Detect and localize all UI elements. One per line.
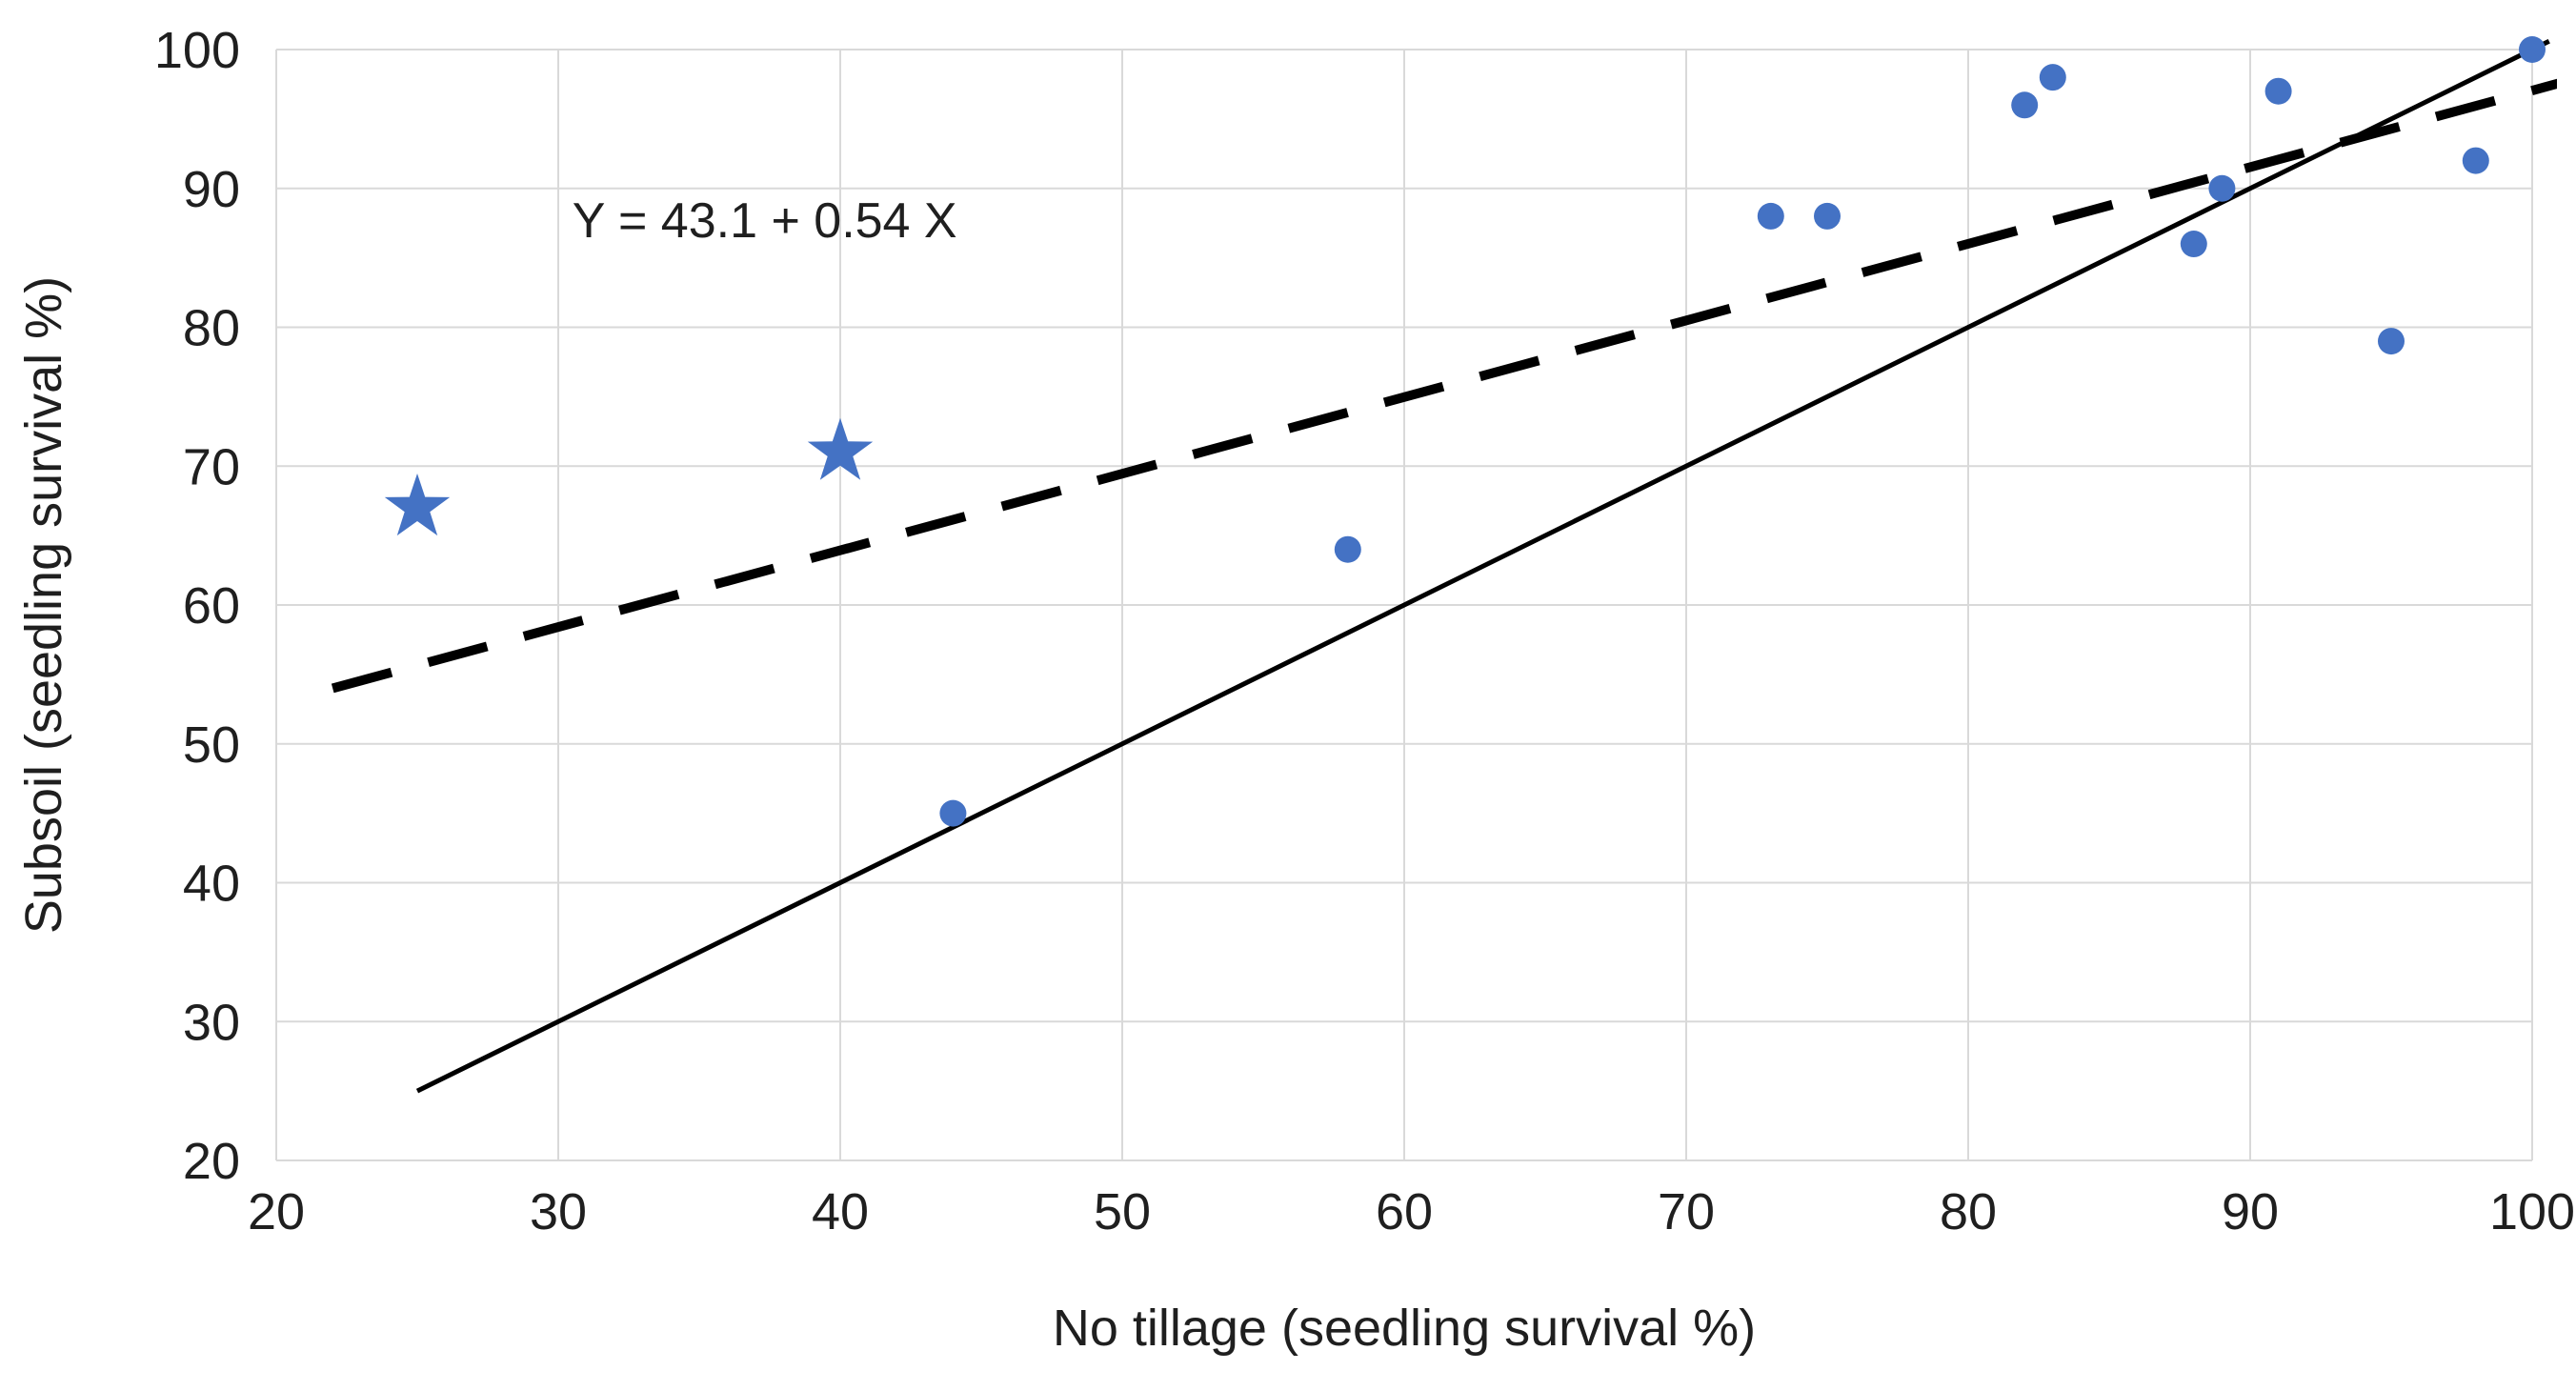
regression-equation-label: Y = 43.1 + 0.54 X: [573, 193, 957, 249]
data-points: [384, 36, 2546, 827]
x-tick-label: 80: [1940, 1183, 1997, 1240]
x-tick-label: 70: [1658, 1183, 1715, 1240]
y-axis-title: Subsoil (seedling survival %): [15, 276, 72, 934]
circle-marker: [1334, 535, 1361, 563]
x-tick-label: 20: [248, 1183, 305, 1240]
y-tick-label: 60: [183, 577, 240, 635]
circle-marker: [2011, 91, 2039, 119]
y-tick-label: 90: [183, 161, 240, 218]
circle-marker: [939, 799, 967, 827]
circle-marker: [2039, 64, 2066, 91]
circle-marker: [2264, 77, 2292, 105]
x-tick-label: 60: [1376, 1183, 1433, 1240]
x-tick-label: 100: [2489, 1183, 2575, 1240]
y-tick-label: 100: [154, 22, 240, 79]
x-tick-label: 30: [530, 1183, 587, 1240]
regression-line: [331, 78, 2557, 694]
y-tick-label: 50: [183, 716, 240, 774]
x-tick-label: 50: [1094, 1183, 1151, 1240]
star-marker: [807, 417, 874, 480]
x-tick-label: 90: [2222, 1183, 2279, 1240]
y-tick-label: 30: [183, 994, 240, 1051]
y-tick-label: 40: [183, 856, 240, 913]
star-marker: [384, 474, 451, 536]
y-tick-label: 80: [183, 300, 240, 357]
one-to-one-line: [415, 39, 2550, 1094]
tick-labels: 20 30 40 50 60 70 80 90 100 20 30 40 50 60 70 80 90 100: [154, 22, 2575, 1240]
circle-marker: [2208, 174, 2236, 202]
circle-marker: [1814, 202, 1841, 230]
circle-marker: [1757, 202, 1784, 230]
circle-marker: [2519, 36, 2546, 63]
y-tick-label: 20: [183, 1133, 240, 1190]
trend-lines: [331, 39, 2557, 1094]
circle-marker: [2462, 147, 2489, 174]
x-axis-title: No tillage (seedling survival %): [1053, 1300, 1756, 1357]
y-tick-label: 70: [183, 438, 240, 495]
circle-marker: [2180, 231, 2207, 258]
circle-marker: [2378, 328, 2405, 355]
x-tick-label: 40: [812, 1183, 869, 1240]
